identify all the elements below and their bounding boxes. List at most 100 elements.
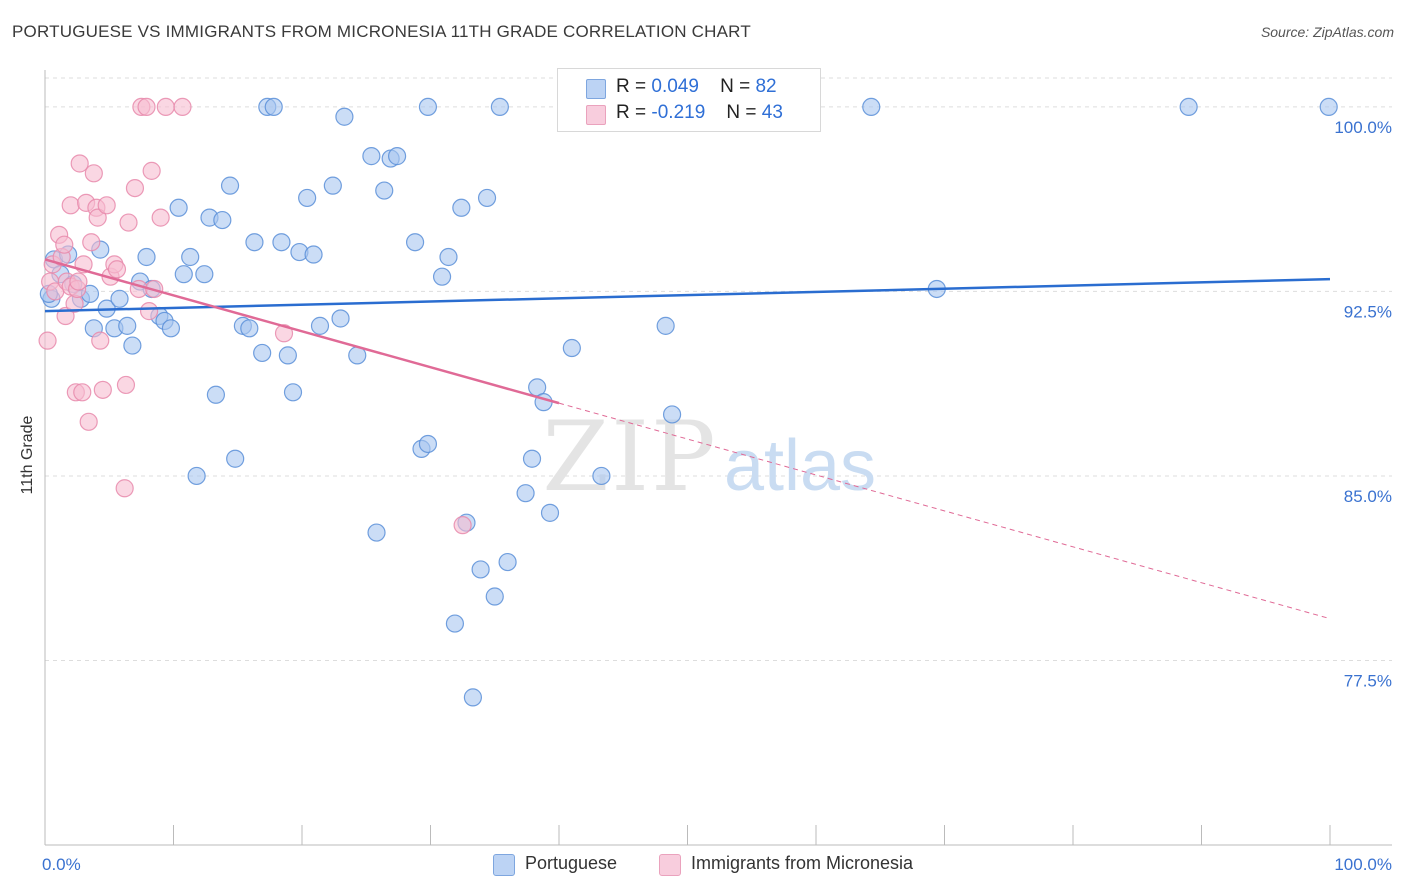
y-tick-label: 77.5%	[1344, 671, 1392, 690]
portuguese-point	[367, 523, 386, 542]
legend-n-value: 82	[755, 76, 777, 97]
portuguese-point	[245, 233, 264, 252]
portuguese-point	[272, 233, 291, 252]
legend-n-value: 43	[761, 102, 783, 123]
micronesia-point	[119, 213, 138, 232]
portuguese-point	[226, 449, 245, 468]
portuguese-point	[298, 188, 317, 208]
legend-swatch-micronesia	[659, 854, 681, 876]
portuguese-point	[1179, 97, 1198, 117]
portuguese-point	[516, 484, 535, 503]
stats-legend: R = 0.049 N = 82 R = -0.219 N = 43	[557, 68, 821, 132]
portuguese-point	[418, 97, 438, 117]
series-legend: Portuguese Immigrants from Micronesia	[0, 852, 1406, 876]
micronesia-point	[156, 97, 175, 117]
chart-title: PORTUGUESE VS IMMIGRANTS FROM MICRONESIA…	[12, 22, 751, 41]
micronesia-point	[38, 331, 57, 350]
micronesia-point	[79, 412, 98, 431]
legend-label-micronesia: Immigrants from Micronesia	[691, 853, 914, 873]
portuguese-point	[161, 319, 181, 338]
grid-layer	[45, 77, 1392, 661]
micronesia-point	[116, 375, 136, 395]
legend-swatch-micronesia	[586, 105, 606, 125]
legend-r-label: R =	[616, 102, 647, 123]
points-layer	[38, 97, 1338, 707]
portuguese-point	[169, 198, 188, 217]
watermark-atlas: atlas	[724, 426, 876, 506]
portuguese-point	[522, 449, 542, 468]
portuguese-point	[375, 181, 394, 200]
x-tick-label: 0.0%	[42, 855, 81, 874]
portuguese-point	[477, 188, 497, 208]
portuguese-point	[592, 466, 611, 486]
legend-swatch-portuguese	[586, 79, 606, 99]
x-tick-label: 100.0%	[1334, 855, 1392, 874]
micronesia-point	[82, 233, 101, 252]
trend-layer	[44, 258, 1331, 620]
portuguese-point	[310, 316, 330, 335]
micronesia-point	[97, 196, 116, 215]
portuguese-trendline	[44, 277, 1331, 313]
portuguese-point	[278, 346, 297, 365]
portuguese-point	[862, 97, 881, 117]
portuguese-point	[662, 405, 682, 424]
portuguese-point	[418, 434, 438, 454]
portuguese-point	[195, 265, 214, 284]
portuguese-point	[362, 147, 381, 166]
legend-swatch-portuguese	[493, 854, 515, 876]
legend-n-label: N =	[726, 102, 757, 123]
portuguese-point	[118, 316, 137, 335]
micronesia-point	[115, 479, 134, 498]
micronesia-point	[173, 97, 192, 117]
micronesia-point	[61, 196, 80, 215]
portuguese-point	[439, 247, 458, 267]
portuguese-point	[562, 338, 581, 358]
legend-n-label: N =	[720, 76, 751, 97]
portuguese-point	[463, 688, 483, 707]
portuguese-point	[656, 316, 675, 335]
portuguese-point	[206, 385, 226, 404]
micronesia-point	[73, 383, 92, 402]
axis-layer: 77.5% 85.0% 92.5% 100.0% 0.0% 100.0%	[42, 70, 1392, 874]
legend-r-label: R =	[616, 76, 647, 97]
micronesia-point	[142, 161, 161, 180]
portuguese-point	[335, 107, 354, 126]
portuguese-point	[387, 147, 407, 166]
micronesia-point	[274, 324, 294, 343]
portuguese-point	[540, 503, 560, 522]
portuguese-point	[498, 552, 517, 572]
micronesia-point	[93, 380, 112, 399]
portuguese-point	[220, 176, 240, 195]
source-label: Source: ZipAtlas.com	[1260, 24, 1394, 40]
micronesia-point	[107, 260, 127, 279]
portuguese-point	[174, 265, 193, 284]
portuguese-point	[452, 198, 471, 217]
micronesia-point	[88, 208, 107, 227]
micronesia-point	[139, 302, 159, 321]
portuguese-point	[432, 267, 452, 286]
micronesia-point	[84, 164, 103, 183]
legend-r-value: -0.219	[651, 102, 706, 123]
portuguese-point	[264, 97, 283, 117]
portuguese-point	[110, 289, 129, 308]
watermark-zip: ZIP	[542, 401, 717, 513]
y-tick-label: 100.0%	[1334, 118, 1392, 137]
y-tick-label: 92.5%	[1344, 302, 1392, 321]
portuguese-point	[213, 210, 232, 230]
portuguese-point	[304, 245, 323, 264]
micronesia-point	[151, 208, 170, 227]
y-tick-label: 85.0%	[1344, 487, 1392, 506]
micronesia-point	[137, 97, 156, 117]
portuguese-point	[331, 309, 350, 328]
micronesia-trendline-extension	[558, 402, 1331, 620]
portuguese-point	[187, 466, 206, 486]
portuguese-point	[485, 587, 504, 606]
micronesia-point	[69, 272, 88, 291]
micronesia-trendline	[44, 258, 560, 405]
legend-r-value: 0.049	[651, 76, 699, 97]
portuguese-point	[323, 176, 342, 195]
portuguese-point	[445, 614, 465, 633]
watermark: ZIP atlas	[542, 401, 876, 513]
portuguese-point	[283, 383, 303, 402]
portuguese-point	[405, 233, 425, 252]
